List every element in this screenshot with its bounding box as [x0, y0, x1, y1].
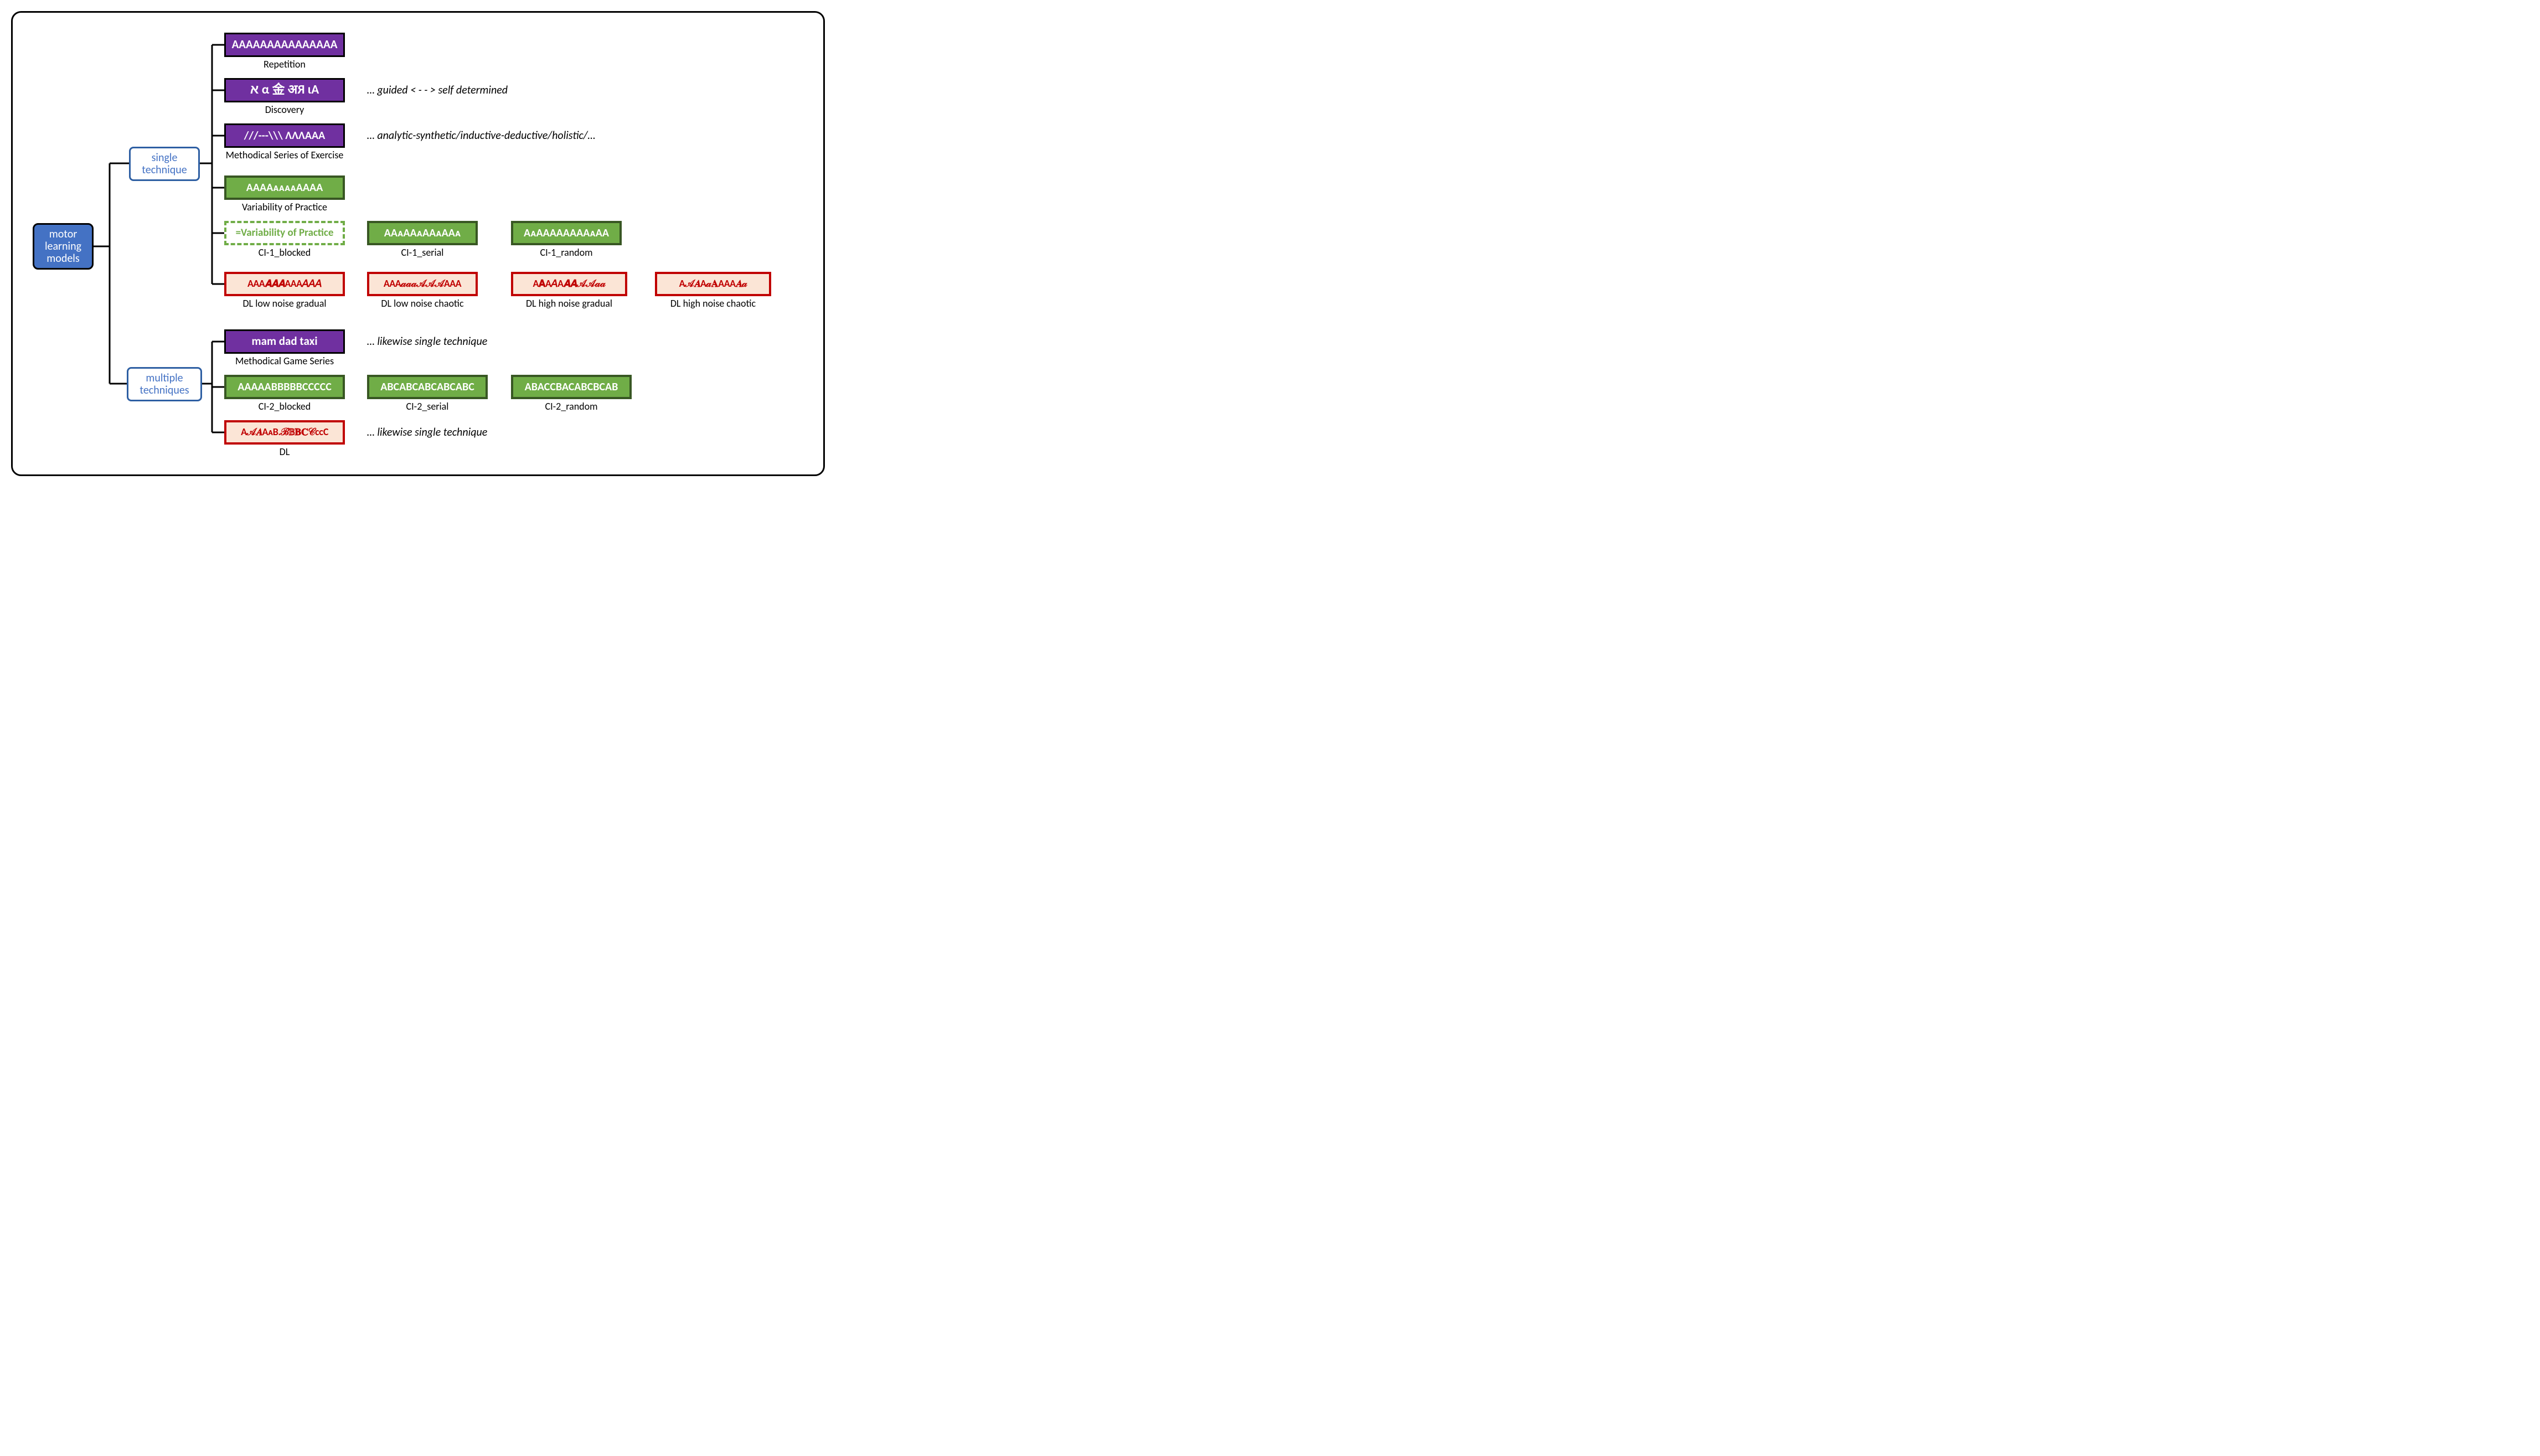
annot-dl-multi: … likewise single technique — [367, 426, 487, 439]
leaf-methodical-game-display: mam dad taxi — [252, 335, 318, 348]
branch-multiple: multiple techniques — [127, 367, 202, 401]
leaf-ci2-blocked-display: AAAAABBBBBCCCCC — [238, 381, 332, 393]
leaf-dl-high-gradual-display: A𝐀A𝘈A𝑨𝑨𝒜𝒜𝒶𝒶 — [533, 278, 606, 290]
leaf-repetition-display: AAAAAAAAAAAAAAA — [232, 38, 338, 51]
branch-multiple-label: multiple techniques — [135, 372, 194, 396]
caption-dl-high-gradual: DL high noise gradual — [511, 297, 627, 309]
leaf-ci1-serial-display: AAᴀAAᴀAAᴀAAᴀ — [384, 227, 461, 239]
caption-ci1-serial: CI-1_serial — [367, 246, 478, 259]
annot-methodical-game: … likewise single technique — [367, 335, 487, 348]
root-label: motor learning models — [40, 228, 86, 265]
caption-ci1-blocked: CI-1_blocked — [224, 246, 345, 259]
leaf-dl-multi-display: A𝒜𝑨AᴀB.ℬ𝔹𝐁𝐂𝒞cᴄC — [241, 427, 328, 438]
leaf-dl-low-gradual: AAA𝑨𝑨𝑨AAA𝘈𝘈𝘈 — [224, 272, 345, 296]
leaf-dl-low-gradual-display: AAA𝑨𝑨𝑨AAA𝘈𝘈𝘈 — [247, 278, 322, 290]
leaf-ci1-blocked: =Variability of Practice — [224, 221, 345, 245]
leaf-variability: AAAAᴀᴀᴀᴀAAAA — [224, 175, 345, 200]
annot-methodical-exercise: … analytic-synthetic/inductive-deductive… — [367, 129, 595, 142]
caption-methodical-game: Methodical Game Series — [224, 355, 345, 367]
leaf-ci1-random: AᴀAAAAAAAAᴀAA — [511, 221, 622, 245]
branch-single-label: single technique — [137, 152, 192, 176]
caption-dl-multi: DL — [224, 446, 345, 458]
leaf-ci2-serial: ABCABCABCABCABC — [367, 375, 488, 399]
leaf-ci1-random-display: AᴀAAAAAAAAᴀAA — [524, 227, 609, 239]
leaf-dl-multi: A𝒜𝑨AᴀB.ℬ𝔹𝐁𝐂𝒞cᴄC — [224, 420, 345, 445]
leaf-dl-low-chaotic: AAA𝒶𝒶𝒶𝒜𝒜𝒜AAA — [367, 272, 478, 296]
caption-dl-low-chaotic: DL low noise chaotic — [367, 297, 478, 309]
diagram-frame: motor learning models single technique m… — [11, 11, 825, 476]
leaf-ci1-serial: AAᴀAAᴀAAᴀAAᴀ — [367, 221, 478, 245]
leaf-ci1-blocked-display: =Variability of Practice — [236, 228, 334, 239]
leaf-methodical-game: mam dad taxi — [224, 329, 345, 354]
leaf-ci2-serial-display: ABCABCABCABCABC — [380, 381, 474, 393]
leaf-variability-display: AAAAᴀᴀᴀᴀAAAA — [246, 182, 323, 194]
leaf-ci2-random: ABACCBACABCBCAB — [511, 375, 632, 399]
annot-discovery: … guided < - - > self determined — [367, 84, 508, 97]
leaf-dl-high-chaotic-display: A𝒜𝑨A𝒶𝐀AAA𝑨𝒶 — [679, 278, 747, 290]
caption-ci2-random: CI-2_random — [511, 400, 632, 412]
leaf-ci2-blocked: AAAAABBBBBCCCCC — [224, 375, 345, 399]
caption-dl-low-gradual: DL low noise gradual — [224, 297, 345, 309]
caption-methodical-exercise: Methodical Series of Exercise — [213, 149, 356, 161]
leaf-dl-high-chaotic: A𝒜𝑨A𝒶𝐀AAA𝑨𝒶 — [655, 272, 771, 296]
branch-single: single technique — [129, 147, 200, 181]
caption-ci2-serial: CI-2_serial — [367, 400, 488, 412]
caption-repetition: Repetition — [224, 58, 345, 70]
leaf-discovery-display: א α 金 अЯ ιA — [250, 83, 319, 97]
root-node: motor learning models — [33, 223, 94, 270]
leaf-dl-low-chaotic-display: AAA𝒶𝒶𝒶𝒜𝒜𝒜AAA — [384, 278, 461, 290]
caption-discovery: Discovery — [224, 104, 345, 116]
leaf-ci2-random-display: ABACCBACABCBCAB — [525, 381, 618, 393]
leaf-methodical-exercise: ///---\\\ ΛΛΛAAA — [224, 123, 345, 148]
caption-ci2-blocked: CI-2_blocked — [224, 400, 345, 412]
leaf-methodical-exercise-display: ///---\\\ ΛΛΛAAA — [244, 130, 325, 142]
leaf-discovery: א α 金 अЯ ιA — [224, 78, 345, 102]
leaf-dl-high-gradual: A𝐀A𝘈A𝑨𝑨𝒜𝒜𝒶𝒶 — [511, 272, 627, 296]
caption-dl-high-chaotic: DL high noise chaotic — [655, 297, 771, 309]
caption-ci1-random: CI-1_random — [511, 246, 622, 259]
leaf-repetition: AAAAAAAAAAAAAAA — [224, 33, 345, 57]
caption-variability: Variability of Practice — [224, 201, 345, 213]
